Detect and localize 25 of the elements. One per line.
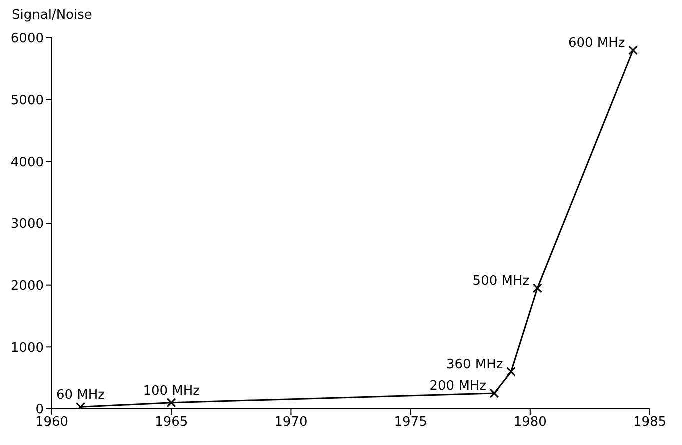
x-tick-label: 1975 [394, 415, 428, 430]
point [532, 284, 542, 294]
x-tick-label: 1970 [274, 415, 308, 430]
annotation: 500 MHz [472, 274, 530, 290]
y-tick-label: 2000 [10, 278, 44, 294]
x-tick-label: 1960 [35, 415, 69, 430]
point [506, 367, 516, 377]
annotation: 200 MHz [430, 379, 487, 394]
y-tick-label: 1000 [10, 340, 44, 356]
y-tick-label: 0 [36, 402, 44, 418]
point [490, 388, 500, 398]
annotation: 600 MHz [568, 36, 626, 51]
x-tick-label: 1985 [633, 415, 667, 430]
y-tick-label: 6000 [10, 32, 44, 47]
annotation: 60 MHz [56, 388, 106, 404]
y-tick-label: 3000 [10, 217, 44, 232]
y-tick-label: 5000 [10, 93, 44, 108]
point [628, 46, 638, 56]
x-tick-label: 1980 [514, 415, 547, 430]
point [166, 398, 176, 408]
annotation: 360 MHz [446, 358, 504, 373]
y-axis-title: Signal/Noise [12, 8, 92, 23]
x-tick-label: 1965 [155, 415, 188, 430]
y-tick-label: 4000 [10, 155, 44, 170]
annotation: 100 MHz [143, 384, 200, 399]
